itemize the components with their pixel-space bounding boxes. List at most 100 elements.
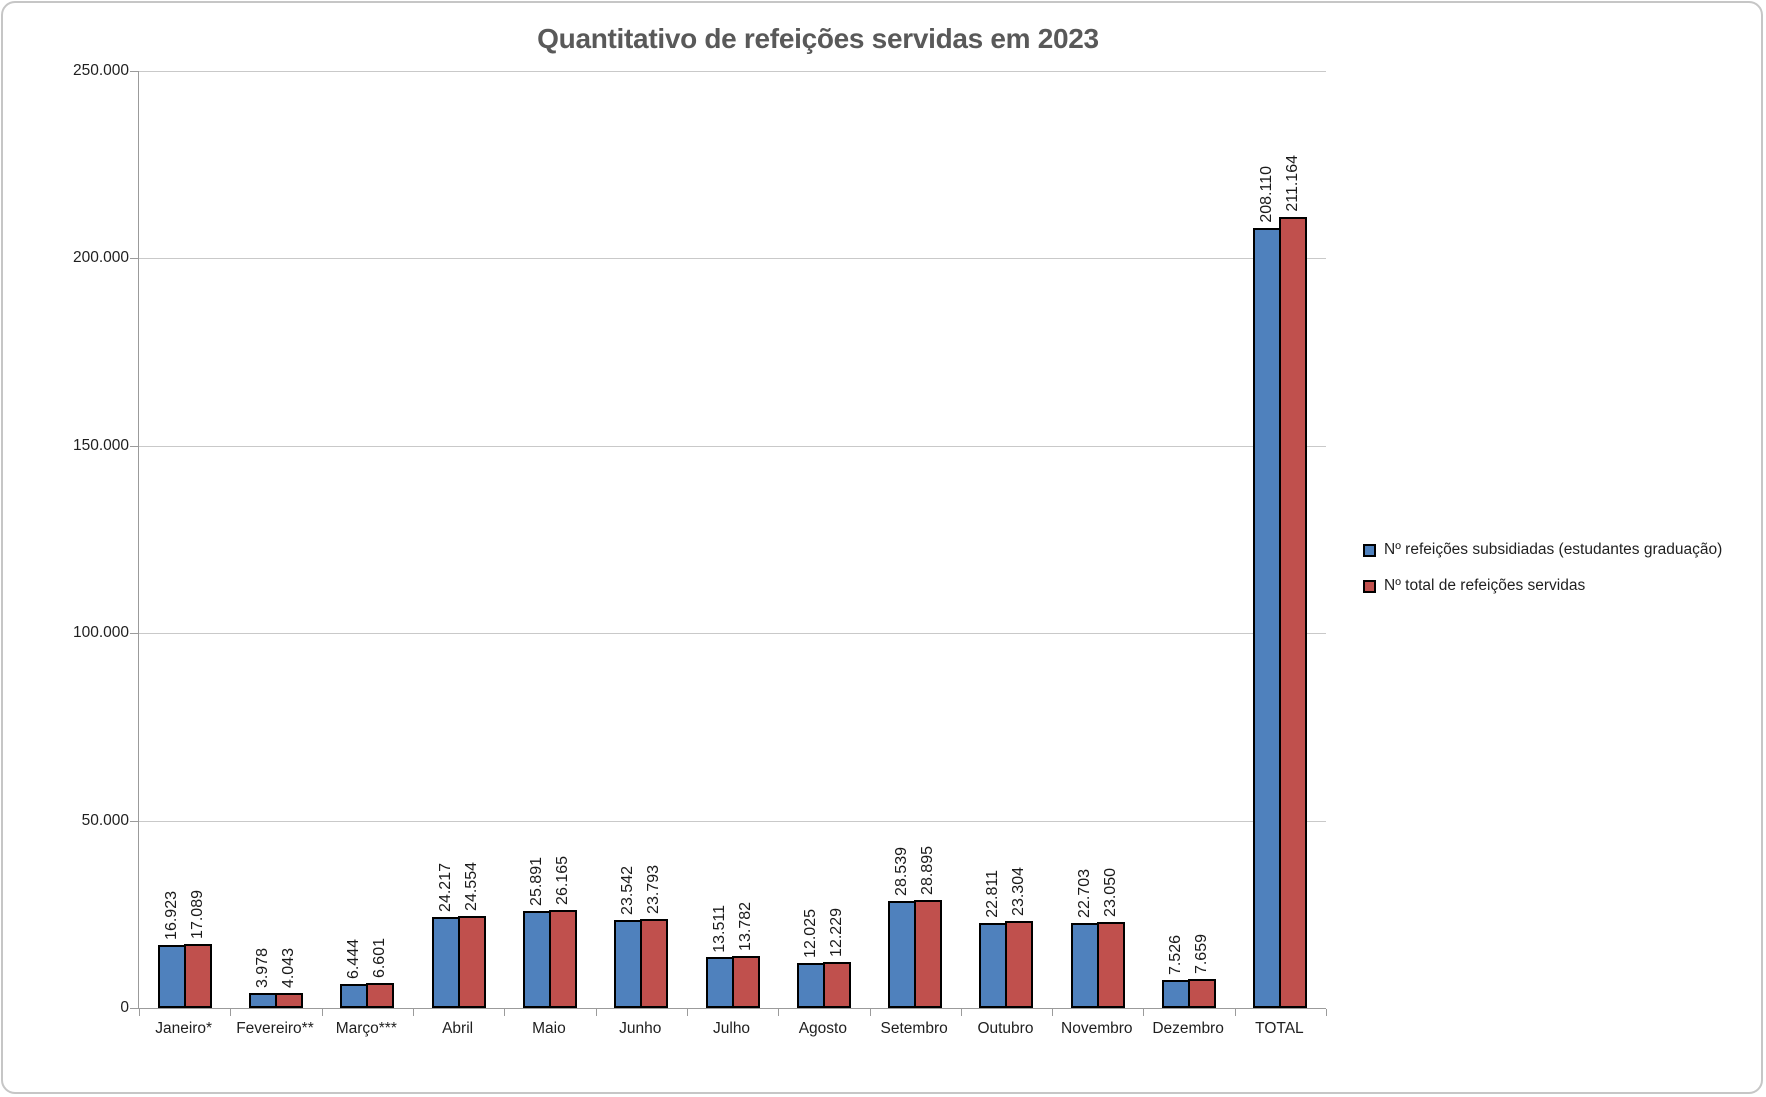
bar-subsidiadas: 208.110 [1253, 166, 1282, 1008]
y-axis-tick [130, 633, 138, 635]
bar-value-label: 22.811 [984, 869, 1002, 918]
y-axis-tick [130, 71, 138, 72]
bar-subsidiadas: 23.542 [614, 866, 643, 1008]
bar-subsidiadas: 6.444 [340, 939, 369, 1008]
y-axis-tick [130, 820, 138, 822]
x-axis-category-label: Julho [713, 1020, 751, 1037]
bar-value-label: 208.110 [1258, 166, 1276, 223]
category-slot: 28.539 28.895 [870, 846, 961, 1008]
x-axis-category-label: Outubro [977, 1020, 1034, 1037]
category-slot: 7.526 7.659 [1143, 934, 1234, 1008]
category-slot: 13.511 13.782 [687, 902, 778, 1008]
bar-subsidiadas: 13.511 [705, 905, 734, 1008]
bar-subsidiadas: 3.978 [248, 948, 277, 1008]
x-axis-tick [869, 1009, 871, 1016]
x-axis-category-label: Abril [442, 1020, 474, 1037]
y-axis-tick [130, 445, 138, 447]
y-axis-tick [130, 1008, 138, 1009]
bar-value-label: 23.542 [619, 865, 637, 915]
bar-value-label: 23.304 [1010, 866, 1028, 916]
x-axis-labels: Janeiro* Fevereiro** Março*** Abril Maio Junh… [138, 1020, 1325, 1038]
x-axis-tick [321, 1009, 323, 1016]
x-axis-category-label: Janeiro* [155, 1020, 213, 1037]
category-slot: 22.811 23.304 [961, 867, 1052, 1008]
bar-total-servidas: 26.165 [548, 856, 577, 1008]
x-axis-category-label: Agosto [798, 1020, 847, 1037]
bars-row: 16.923 17.089 3.978 4.043 6.444 6.601 24.217 24… [139, 71, 1326, 1008]
bar-subsidiadas: 7.526 [1162, 935, 1191, 1008]
bar-value-label: 22.703 [1075, 868, 1093, 918]
gridline [139, 445, 1326, 447]
y-axis-tick-label: 250.000 [72, 62, 129, 79]
x-axis-tick [1326, 1009, 1327, 1016]
bar-total-servidas: 13.782 [731, 902, 760, 1008]
bar-value-label: 13.511 [710, 904, 728, 953]
legend-label: Nº total de refeições servidas [1384, 577, 1586, 594]
bar-total-servidas: 24.554 [457, 862, 486, 1008]
x-axis-tick [595, 1009, 597, 1016]
bar-subsidiadas: 22.703 [1070, 869, 1099, 1008]
y-axis-tick [130, 258, 138, 260]
legend: Nº refeições subsidiadas (estudantes gra… [1363, 541, 1722, 595]
x-axis-tick [960, 1009, 962, 1016]
bar-value-label: 6.601 [371, 938, 389, 979]
bar-total-servidas: 23.304 [1005, 867, 1034, 1008]
bar-subsidiadas: 12.025 [796, 909, 825, 1008]
bar-value-label: 7.659 [1193, 934, 1211, 975]
x-axis-tick [1234, 1009, 1236, 1016]
bar-total-servidas: 23.050 [1096, 868, 1125, 1008]
bar-value-label: 24.554 [462, 862, 480, 911]
bar-value-label: 28.895 [919, 845, 937, 895]
category-slot: 12.025 12.229 [778, 908, 869, 1008]
category-slot: 3.978 4.043 [230, 948, 321, 1008]
bar-subsidiadas: 22.811 [979, 870, 1008, 1008]
legend-label: Nº refeições subsidiadas (estudantes gra… [1384, 541, 1723, 558]
bar-value-label: 13.782 [736, 902, 754, 952]
bar-total-servidas: 211.164 [1279, 155, 1308, 1008]
x-axis-tick [230, 1009, 232, 1016]
bar-value-label: 26.165 [553, 855, 571, 905]
bar-value-label: 7.526 [1167, 934, 1185, 975]
x-axis-category-label: Fevereiro** [236, 1020, 314, 1037]
gridline [139, 71, 1326, 72]
bar-value-label: 24.217 [436, 863, 454, 913]
plot-area: 16.923 17.089 3.978 4.043 6.444 6.601 24.217 24… [130, 71, 1327, 1016]
category-slot: 24.217 24.554 [413, 862, 504, 1008]
x-axis-tick [778, 1009, 780, 1016]
bar-value-label: 6.444 [345, 938, 363, 979]
bar-value-label: 23.793 [645, 864, 663, 914]
legend-item: Nº refeições subsidiadas (estudantes gra… [1363, 541, 1722, 559]
x-axis-category-label: TOTAL [1255, 1020, 1304, 1037]
bar-total-servidas: 12.229 [822, 908, 851, 1008]
x-axis-category-label: Junho [619, 1020, 662, 1037]
bar-value-label: 211.164 [1284, 154, 1302, 212]
legend-swatch-icon [1363, 579, 1376, 593]
category-slot: 22.703 23.050 [1052, 868, 1143, 1008]
bar-total-servidas: 28.895 [914, 846, 943, 1008]
x-axis-tick [412, 1009, 414, 1016]
bar-value-label: 23.050 [1101, 867, 1119, 917]
x-axis-tick [1052, 1009, 1054, 1016]
category-slot: 208.110 211.164 [1235, 155, 1326, 1008]
x-axis-category-label: Março*** [335, 1020, 397, 1037]
bar-total-servidas: 4.043 [274, 948, 303, 1008]
bar-total-servidas: 23.793 [640, 865, 669, 1008]
x-axis-category-label: Novembro [1061, 1020, 1133, 1037]
x-axis-category-label: Maio [532, 1020, 566, 1037]
bar-value-label: 28.539 [893, 847, 911, 896]
bar-value-label: 16.923 [162, 890, 180, 940]
bar-total-servidas: 17.089 [183, 890, 212, 1008]
x-axis-category-label: Setembro [880, 1020, 948, 1037]
gridline [139, 633, 1326, 635]
gridline [139, 820, 1326, 822]
bar-value-label: 12.229 [827, 908, 845, 958]
chart-title: Quantitativo de refeições servidas em 20… [537, 23, 1099, 54]
y-axis-tick-label: 100.000 [72, 624, 129, 642]
bar-subsidiadas: 25.891 [522, 857, 551, 1008]
x-axis-tick [139, 1009, 140, 1016]
category-slot: 6.444 6.601 [322, 938, 413, 1008]
y-axis-tick-label: 0 [120, 999, 129, 1016]
bar-value-label: 25.891 [527, 857, 545, 906]
bar-value-label: 3.978 [253, 948, 271, 989]
